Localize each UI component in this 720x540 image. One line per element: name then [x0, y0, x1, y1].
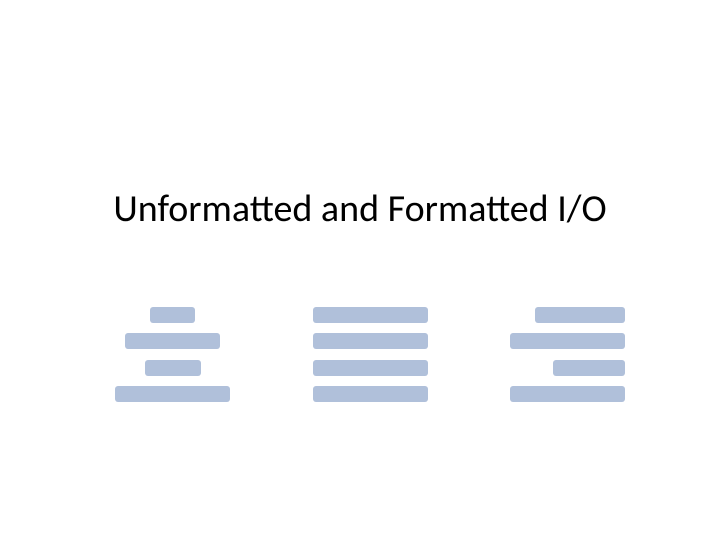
bar	[313, 307, 428, 323]
slide-title: Unformatted and Formatted I/O	[0, 186, 720, 232]
bar	[535, 307, 625, 323]
bar	[150, 307, 195, 323]
bar	[145, 360, 201, 376]
bar	[510, 333, 625, 349]
bar	[510, 386, 625, 402]
bar	[125, 333, 220, 349]
bar	[115, 386, 230, 402]
bar	[313, 360, 428, 376]
bar	[553, 360, 625, 376]
align-center-icon	[115, 307, 230, 402]
align-right-icon	[510, 307, 625, 402]
alignment-icons-row	[115, 307, 625, 402]
align-justify-icon	[313, 307, 428, 402]
bar	[313, 386, 428, 402]
slide: Unformatted and Formatted I/O	[0, 0, 720, 540]
bar	[313, 333, 428, 349]
